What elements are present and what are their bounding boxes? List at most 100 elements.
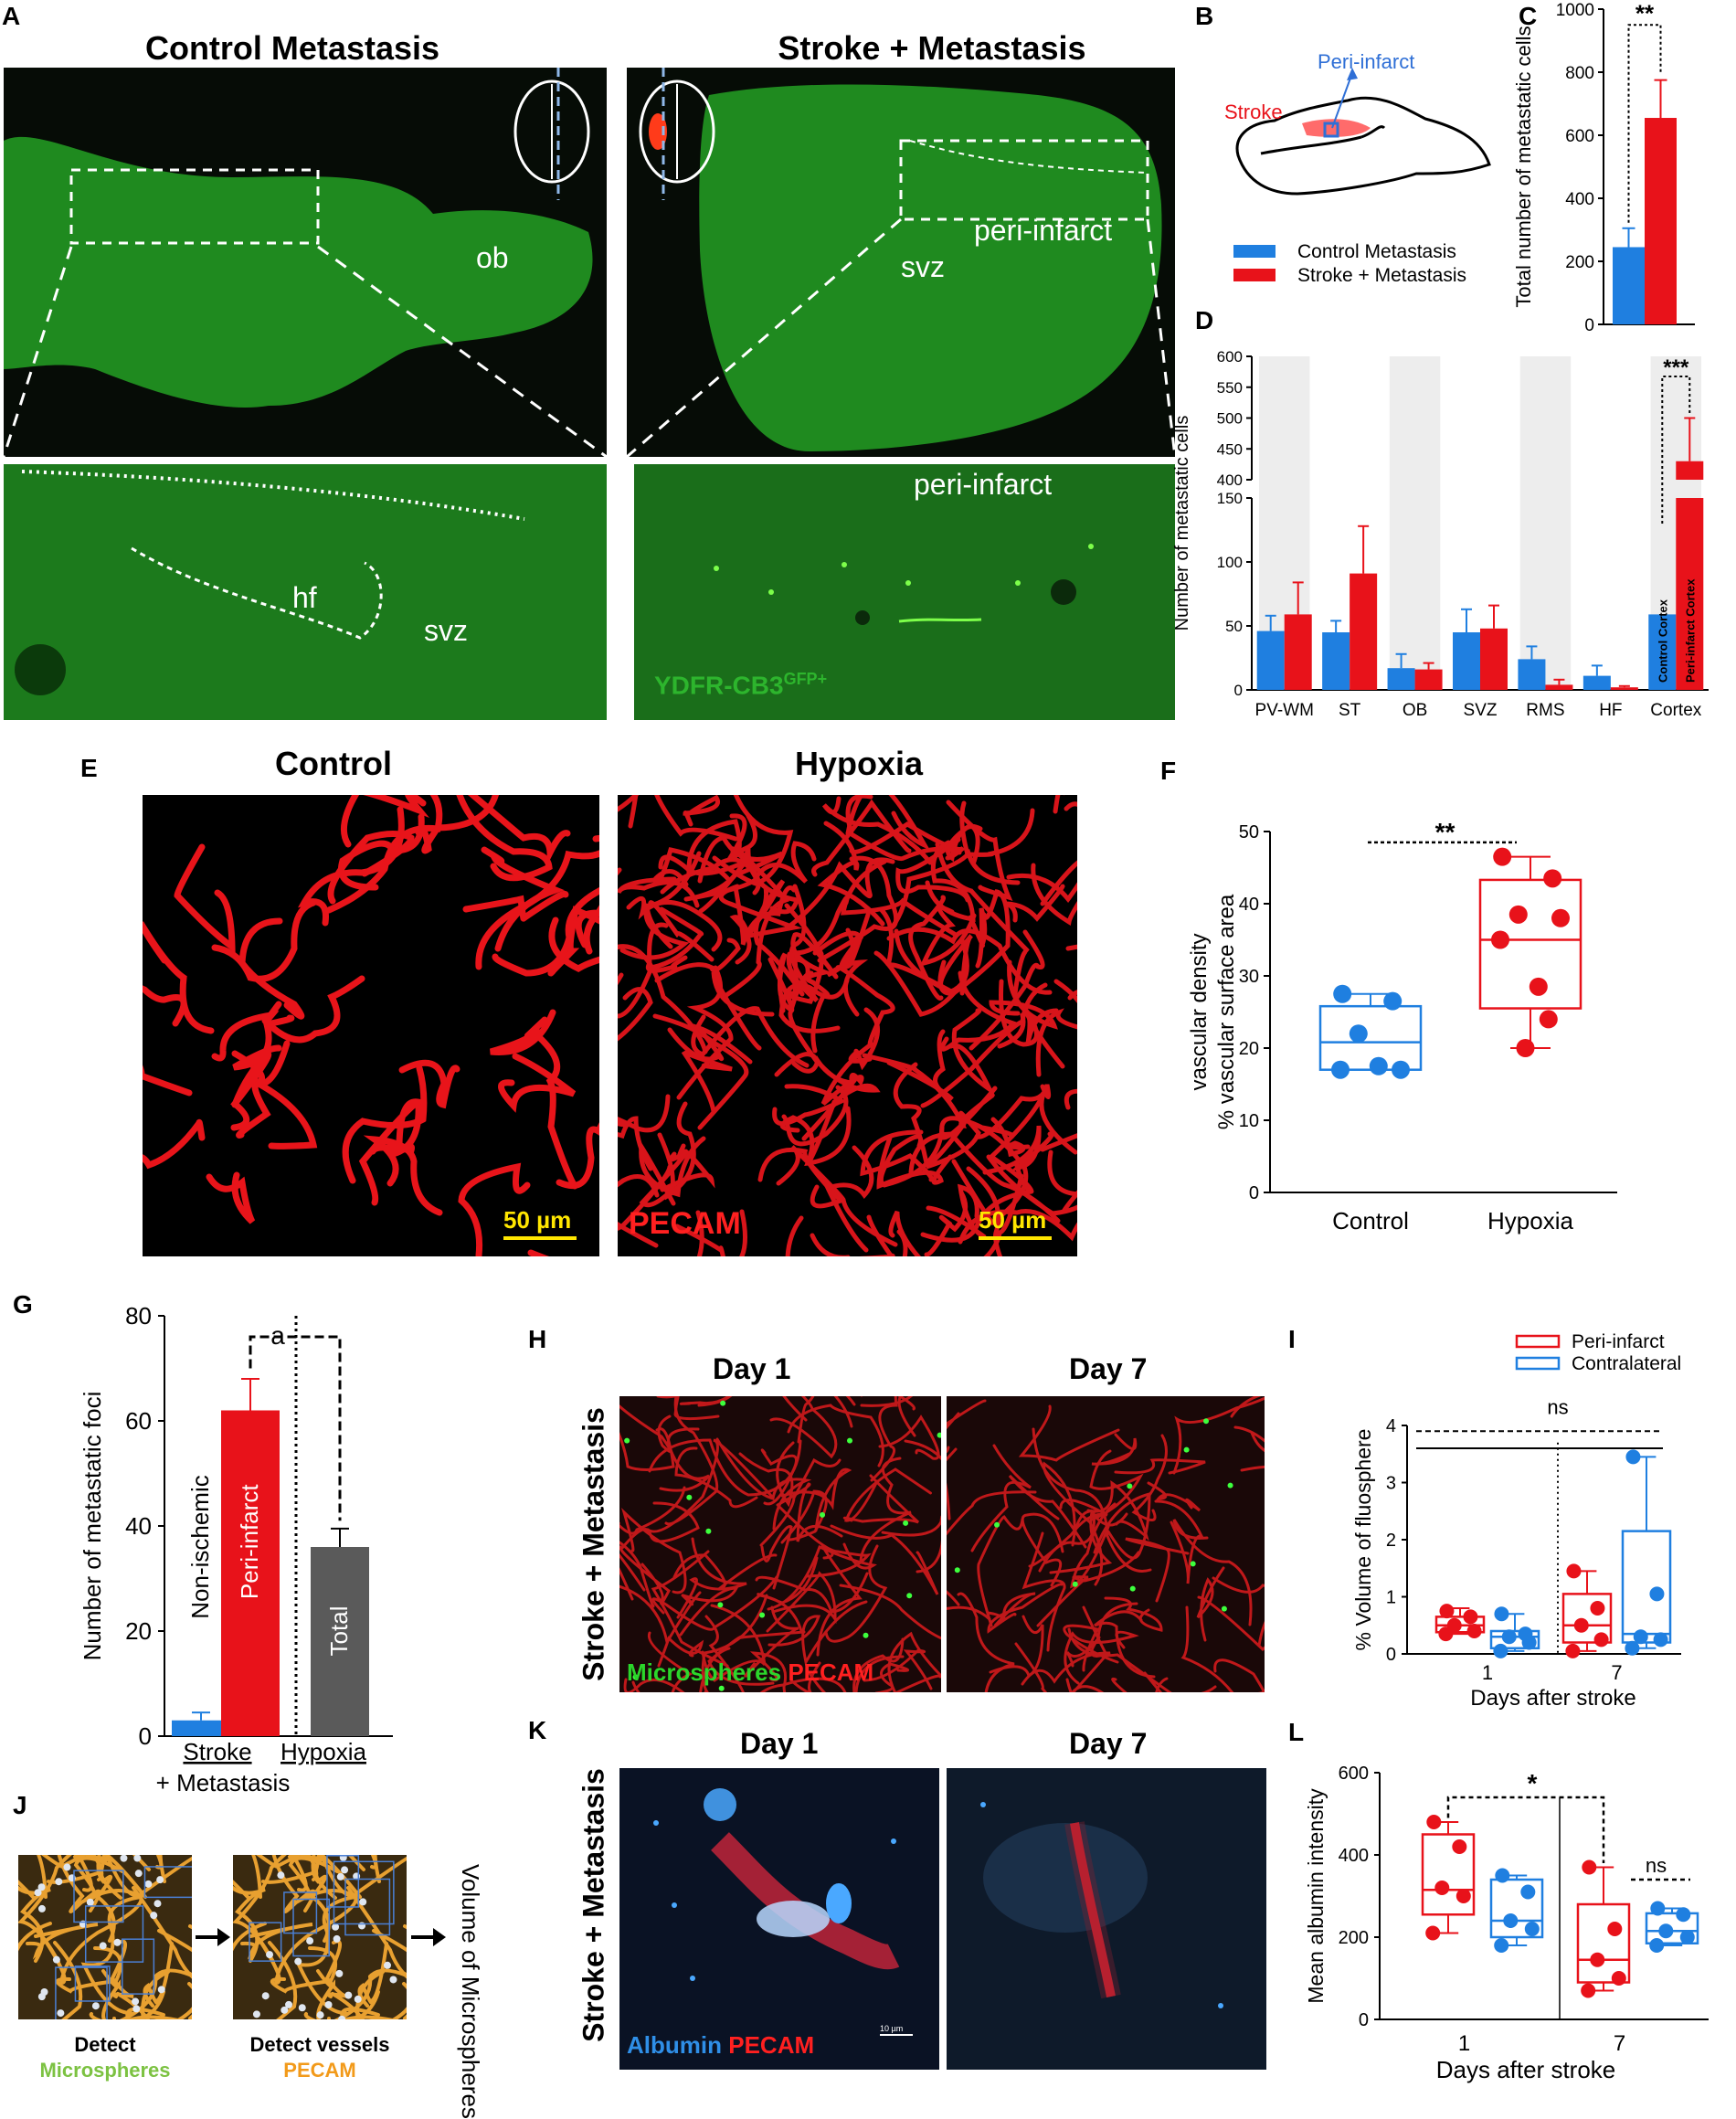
panel-c-label: C bbox=[1519, 2, 1538, 30]
scale-text-e-right: 50 µm bbox=[979, 1206, 1047, 1234]
vessel bbox=[982, 1125, 1054, 1175]
f-point bbox=[1333, 984, 1352, 1003]
i-tick-label: 2 bbox=[1386, 1531, 1396, 1551]
d-ylabel: Number of metastatic cells bbox=[1172, 416, 1192, 631]
vessel bbox=[986, 1150, 1077, 1216]
vessel bbox=[947, 1481, 951, 1520]
vessel bbox=[492, 886, 599, 977]
microsphere bbox=[156, 1876, 164, 1884]
vessel bbox=[986, 1592, 1036, 1627]
vessel bbox=[919, 905, 977, 967]
vessel bbox=[704, 1615, 746, 1692]
vessel bbox=[155, 1855, 166, 1883]
f-tick-label: 50 bbox=[1239, 822, 1259, 842]
vessel bbox=[338, 813, 425, 891]
vessel bbox=[618, 906, 704, 1019]
vessel bbox=[647, 1631, 693, 1692]
h-side-label: Stroke + Metastasis bbox=[571, 1407, 617, 1681]
l-significance-star: * bbox=[1528, 1769, 1538, 1797]
scale-text-e-left: 50 µm bbox=[503, 1206, 572, 1234]
vessel bbox=[676, 1537, 747, 1619]
l-day1-point bbox=[1520, 1884, 1536, 1900]
vessel bbox=[575, 905, 599, 948]
d-category-label: HF bbox=[1599, 701, 1622, 720]
detection-box bbox=[74, 1965, 111, 2002]
microsphere bbox=[113, 1938, 122, 1946]
f-point bbox=[1543, 869, 1562, 888]
j-arrows bbox=[196, 1928, 446, 1946]
microsphere bbox=[344, 1991, 353, 1999]
vessel bbox=[462, 890, 569, 922]
vessel bbox=[340, 1982, 407, 2019]
vessel bbox=[1086, 1480, 1149, 1542]
i-day7-point bbox=[1593, 1632, 1609, 1648]
vessel bbox=[760, 1448, 798, 1506]
brain-outline-icon bbox=[513, 68, 590, 200]
b-stroke-label: Stroke bbox=[1224, 101, 1283, 123]
l-day7-point bbox=[1650, 1901, 1666, 1916]
vessel bbox=[458, 1162, 531, 1256]
vessel bbox=[646, 1438, 775, 1533]
i-day7-box bbox=[1621, 1530, 1672, 1644]
label-peri-infarct-top: peri-infarct bbox=[974, 214, 1113, 247]
d-bg-band bbox=[1389, 356, 1441, 690]
l-day1-point bbox=[1452, 1839, 1467, 1854]
vessel bbox=[766, 1571, 837, 1633]
microsphere bbox=[863, 1632, 869, 1638]
microsphere bbox=[261, 1992, 270, 2000]
arrow-right-icon-2 bbox=[433, 1928, 446, 1946]
vessel bbox=[297, 806, 405, 927]
g-tick-label: 20 bbox=[125, 1617, 152, 1645]
vessel bbox=[969, 929, 1045, 1051]
i-tick-label: 1 bbox=[1386, 1588, 1396, 1608]
vessel bbox=[415, 795, 500, 854]
vessel bbox=[618, 795, 738, 842]
l-day7-point bbox=[1676, 1907, 1691, 1923]
d-category-label: OB bbox=[1403, 701, 1427, 720]
f-point bbox=[1529, 977, 1548, 996]
panel-f-label: F bbox=[1160, 757, 1177, 785]
panel-d-label: D bbox=[1195, 306, 1214, 334]
microsphere bbox=[1183, 1446, 1190, 1453]
g-bar bbox=[221, 1410, 280, 1736]
vessel bbox=[679, 1586, 739, 1637]
vessel bbox=[651, 1550, 729, 1668]
i-day7-point bbox=[1565, 1643, 1581, 1658]
i-day1-point bbox=[1463, 1609, 1478, 1625]
l-day7-point bbox=[1581, 1983, 1596, 1998]
vessel bbox=[370, 1855, 381, 1883]
microsphere bbox=[333, 1934, 341, 1943]
vessel bbox=[261, 1855, 365, 1884]
l-day7-point bbox=[1582, 1859, 1597, 1875]
l-day1-point bbox=[1455, 1889, 1471, 1903]
i-day7-point bbox=[1573, 1617, 1589, 1633]
brain-stroke-image: peri-infarct svz bbox=[627, 68, 1175, 457]
vessel bbox=[403, 2014, 407, 2019]
f-category-label: Hypoxia bbox=[1487, 1207, 1573, 1234]
d-bar-label-peri: Peri-infarct Cortex bbox=[1683, 578, 1697, 683]
d-bar bbox=[1583, 675, 1611, 690]
vessel bbox=[701, 1594, 768, 1692]
vessel bbox=[619, 1427, 675, 1471]
i-day1-point bbox=[1438, 1626, 1454, 1642]
vessel bbox=[340, 795, 430, 848]
c-tick-label: 600 bbox=[1565, 127, 1594, 146]
k-marker-red: PECAM bbox=[728, 2031, 815, 2059]
vessel bbox=[174, 843, 236, 953]
d-tick-label: 100 bbox=[1217, 554, 1243, 571]
detection-box bbox=[283, 1891, 318, 1934]
vessel bbox=[648, 1438, 802, 1497]
vessel bbox=[683, 795, 720, 827]
microsphere bbox=[954, 1567, 960, 1573]
microsphere bbox=[252, 2010, 260, 2018]
vessel bbox=[904, 1439, 941, 1461]
vessel bbox=[760, 1525, 793, 1590]
microsphere bbox=[134, 1870, 143, 1878]
panel-i-label: I bbox=[1288, 1325, 1296, 1353]
vessel bbox=[759, 1677, 847, 1692]
vessel bbox=[947, 1490, 1037, 1536]
albumin-day1-image: Albumin PECAM 10 µm bbox=[619, 1768, 939, 2070]
detection-box bbox=[326, 1855, 360, 1908]
g-label-total: Total bbox=[325, 1606, 353, 1657]
l-day1-point bbox=[1524, 1922, 1540, 1936]
